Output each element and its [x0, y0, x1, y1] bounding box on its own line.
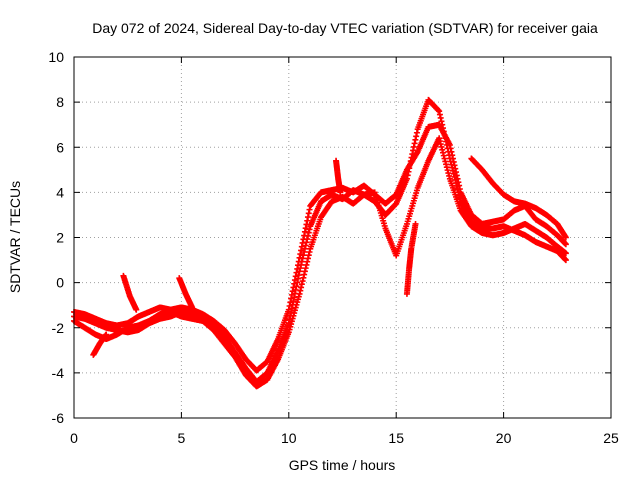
data-point — [562, 250, 569, 257]
series-spur-2 — [120, 272, 140, 313]
y-tick-label: 0 — [56, 275, 64, 291]
data-point — [133, 306, 140, 313]
series-track-4 — [468, 155, 569, 241]
data-point — [562, 257, 569, 264]
series-spur-1 — [90, 331, 110, 358]
series-track-3 — [71, 121, 569, 374]
y-tick-label: -4 — [52, 365, 65, 381]
x-tick-label: 10 — [281, 430, 297, 446]
y-tick-label: 4 — [56, 184, 64, 200]
series-track-1 — [71, 96, 569, 385]
x-tick-labels: 0 5 10 15 20 25 — [70, 430, 619, 446]
y-tick-label: 10 — [48, 49, 64, 65]
data-point — [562, 241, 569, 248]
data-point — [562, 234, 569, 241]
data-point — [103, 331, 110, 338]
series-spur-3 — [176, 275, 196, 311]
data-point — [337, 189, 344, 196]
data-point — [412, 220, 419, 227]
y-tick-labels: -6 -4 -2 0 2 4 6 8 10 — [48, 49, 64, 426]
y-axis-label: SDTVAR / TECUs — [7, 181, 23, 293]
y-tick-label: -6 — [52, 410, 65, 426]
data-marks — [71, 96, 569, 390]
y-tick-label: 6 — [56, 139, 64, 155]
x-tick-label: 25 — [603, 430, 619, 446]
axis-ticks — [73, 56, 612, 419]
series-spur-5 — [333, 157, 344, 196]
series-track-2 — [71, 135, 569, 390]
x-tick-label: 0 — [70, 430, 78, 446]
data-point — [189, 304, 196, 311]
chart-title: Day 072 of 2024, Sidereal Day-to-day VTE… — [92, 20, 598, 36]
x-tick-label: 15 — [388, 430, 404, 446]
x-tick-label: 5 — [178, 430, 186, 446]
x-axis-label: GPS time / hours — [289, 457, 396, 473]
x-tick-label: 20 — [496, 430, 512, 446]
y-tick-label: 2 — [56, 230, 64, 246]
y-tick-label: -2 — [52, 320, 65, 336]
series-spur-4 — [403, 220, 419, 297]
y-tick-label: 8 — [56, 94, 64, 110]
